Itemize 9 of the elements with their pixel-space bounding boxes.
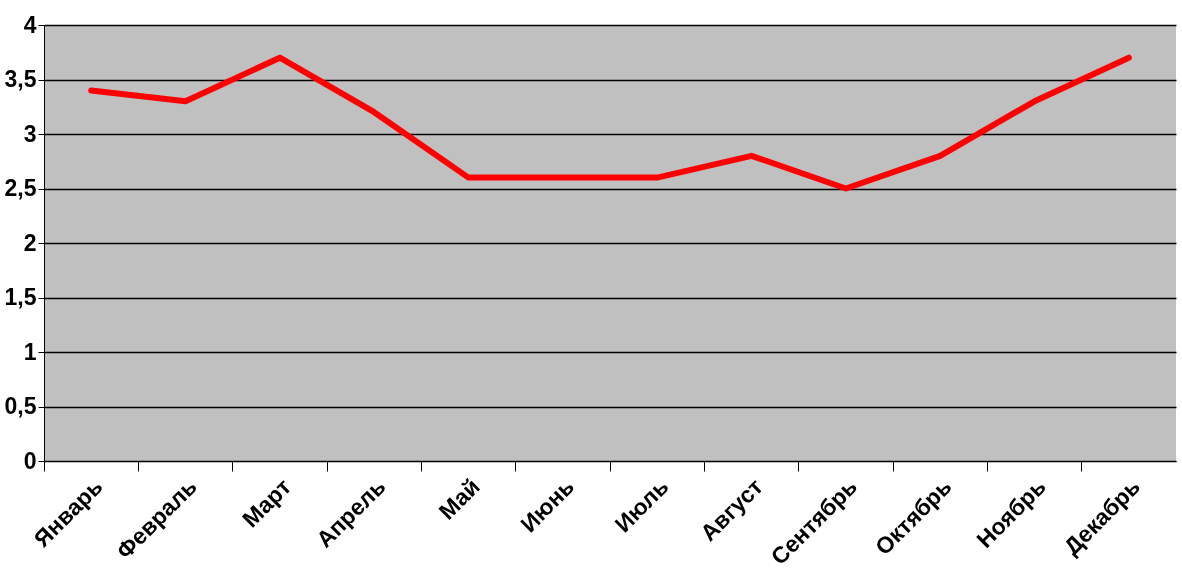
y-tick-label: 1,5	[4, 284, 37, 310]
y-tick-label: 0	[23, 447, 37, 474]
y-tick-label: 2	[23, 229, 37, 256]
y-tick-label: 4	[23, 11, 37, 38]
y-tick-label: 0,5	[4, 393, 37, 419]
y-tick-label: 3,5	[4, 66, 37, 92]
y-tick-label: 2,5	[4, 175, 37, 201]
y-tick-label: 1	[23, 338, 37, 365]
y-tick-label: 3	[23, 120, 37, 147]
